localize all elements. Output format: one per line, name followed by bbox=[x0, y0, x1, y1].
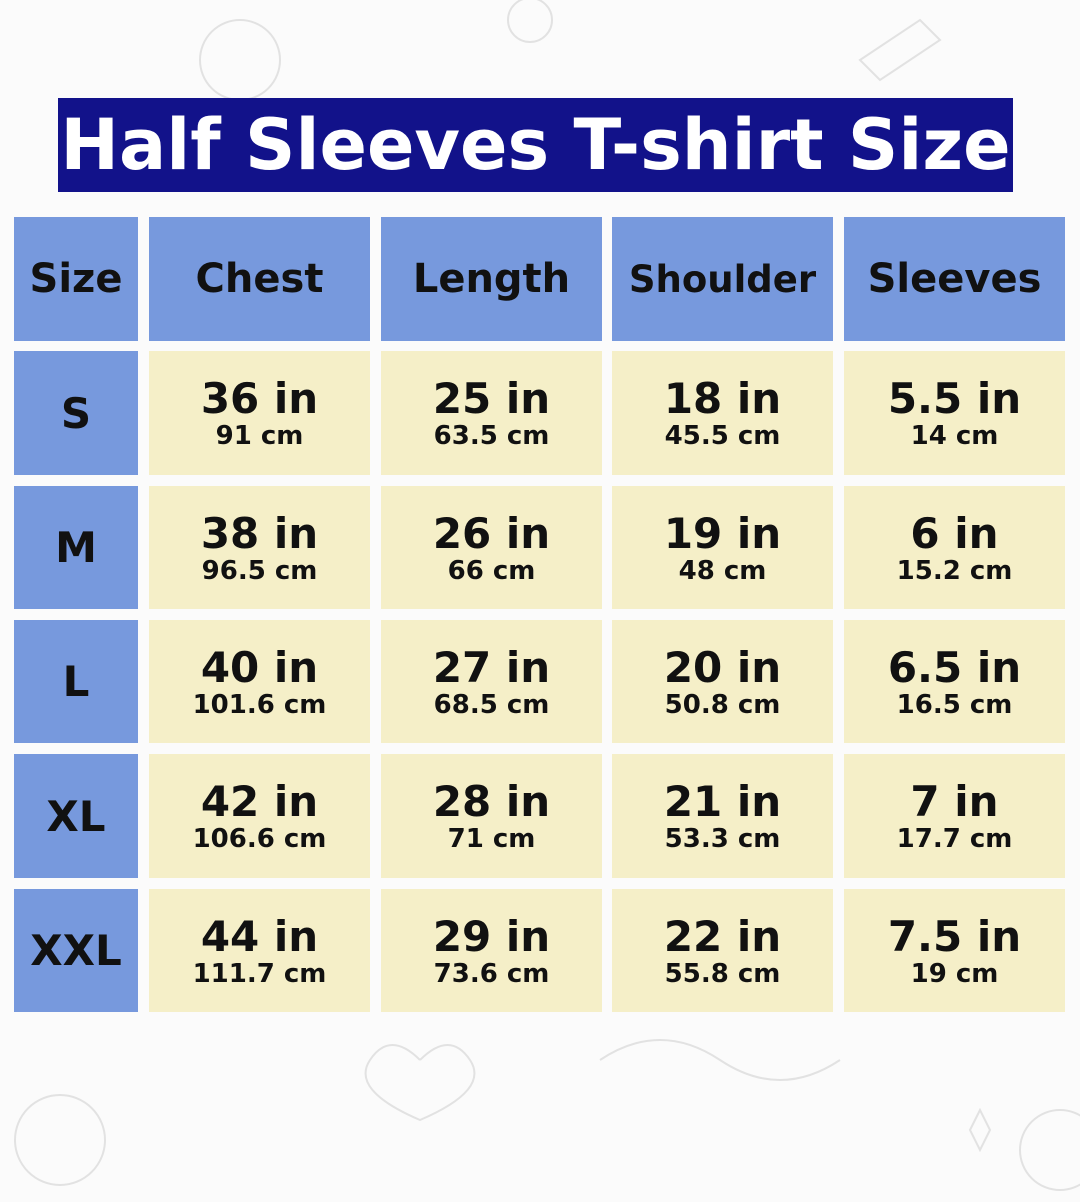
cm-value: 48 cm bbox=[678, 555, 767, 586]
inches-value: 22 in bbox=[663, 911, 782, 961]
inches-value: 6 in bbox=[910, 508, 999, 558]
inches-value: 26 in bbox=[432, 508, 551, 558]
size-label: XL bbox=[14, 754, 138, 878]
measurement-cell: 7 in 17.7 cm bbox=[844, 754, 1065, 878]
inches-value: 28 in bbox=[432, 777, 551, 826]
cm-value: 66 cm bbox=[447, 555, 536, 586]
inches-value: 38 in bbox=[200, 508, 319, 558]
measurement-cell: 38 in 96.5 cm bbox=[149, 486, 370, 609]
inches-value: 36 in bbox=[200, 374, 319, 423]
cm-value: 71 cm bbox=[447, 824, 536, 854]
inches-value: 19 in bbox=[663, 508, 782, 558]
size-label: S bbox=[14, 351, 138, 475]
measurement-cell: 27 in 68.5 cm bbox=[381, 620, 602, 743]
cm-value: 73.6 cm bbox=[433, 958, 550, 989]
measurement-cell: 44 in 111.7 cm bbox=[149, 889, 370, 1012]
cm-value: 106.6 cm bbox=[192, 824, 327, 854]
column-header-size: Size bbox=[14, 217, 138, 341]
cm-value: 55.8 cm bbox=[664, 958, 781, 989]
measurement-cell: 18 in 45.5 cm bbox=[612, 351, 833, 475]
inches-value: 5.5 in bbox=[887, 374, 1022, 423]
inches-value: 25 in bbox=[432, 374, 551, 423]
measurement-cell: 36 in 91 cm bbox=[149, 351, 370, 475]
column-header-sleeves: Sleeves bbox=[844, 217, 1065, 341]
cm-value: 53.3 cm bbox=[664, 824, 781, 854]
column-header-shoulder: Shoulder bbox=[612, 217, 833, 341]
measurement-cell: 29 in 73.6 cm bbox=[381, 889, 602, 1012]
cm-value: 96.5 cm bbox=[201, 555, 318, 586]
inches-value: 44 in bbox=[200, 911, 319, 961]
cm-value: 101.6 cm bbox=[192, 689, 327, 720]
inches-value: 21 in bbox=[663, 777, 782, 826]
cm-value: 50.8 cm bbox=[664, 689, 781, 720]
cm-value: 111.7 cm bbox=[192, 958, 327, 989]
cm-value: 16.5 cm bbox=[896, 689, 1013, 720]
measurement-cell: 28 in 71 cm bbox=[381, 754, 602, 878]
inches-value: 27 in bbox=[432, 642, 551, 692]
inches-value: 29 in bbox=[432, 911, 551, 961]
measurement-cell: 5.5 in 14 cm bbox=[844, 351, 1065, 475]
cm-value: 68.5 cm bbox=[433, 689, 550, 720]
inches-value: 7.5 in bbox=[887, 911, 1022, 961]
measurement-cell: 6.5 in 16.5 cm bbox=[844, 620, 1065, 743]
cm-value: 14 cm bbox=[910, 421, 999, 451]
size-label: M bbox=[14, 486, 138, 609]
column-header-chest: Chest bbox=[149, 217, 370, 341]
inches-value: 18 in bbox=[663, 374, 782, 423]
inches-value: 20 in bbox=[663, 642, 782, 692]
cm-value: 45.5 cm bbox=[664, 421, 781, 451]
inches-value: 42 in bbox=[200, 777, 319, 826]
cm-value: 19 cm bbox=[910, 958, 999, 989]
measurement-cell: 20 in 50.8 cm bbox=[612, 620, 833, 743]
measurement-cell: 26 in 66 cm bbox=[381, 486, 602, 609]
cm-value: 63.5 cm bbox=[433, 421, 550, 451]
cm-value: 91 cm bbox=[215, 421, 304, 451]
size-label: L bbox=[14, 620, 138, 743]
cm-value: 17.7 cm bbox=[896, 824, 1013, 854]
measurement-cell: 6 in 15.2 cm bbox=[844, 486, 1065, 609]
cm-value: 15.2 cm bbox=[896, 555, 1013, 586]
size-label: XXL bbox=[14, 889, 138, 1012]
measurement-cell: 25 in 63.5 cm bbox=[381, 351, 602, 475]
measurement-cell: 22 in 55.8 cm bbox=[612, 889, 833, 1012]
inches-value: 40 in bbox=[200, 642, 319, 692]
measurement-cell: 42 in 106.6 cm bbox=[149, 754, 370, 878]
measurement-cell: 40 in 101.6 cm bbox=[149, 620, 370, 743]
page-title: Half Sleeves T-shirt Size bbox=[58, 98, 1013, 192]
measurement-cell: 7.5 in 19 cm bbox=[844, 889, 1065, 1012]
column-header-length: Length bbox=[381, 217, 602, 341]
measurement-cell: 19 in 48 cm bbox=[612, 486, 833, 609]
inches-value: 7 in bbox=[910, 777, 999, 826]
inches-value: 6.5 in bbox=[887, 642, 1022, 692]
measurement-cell: 21 in 53.3 cm bbox=[612, 754, 833, 878]
